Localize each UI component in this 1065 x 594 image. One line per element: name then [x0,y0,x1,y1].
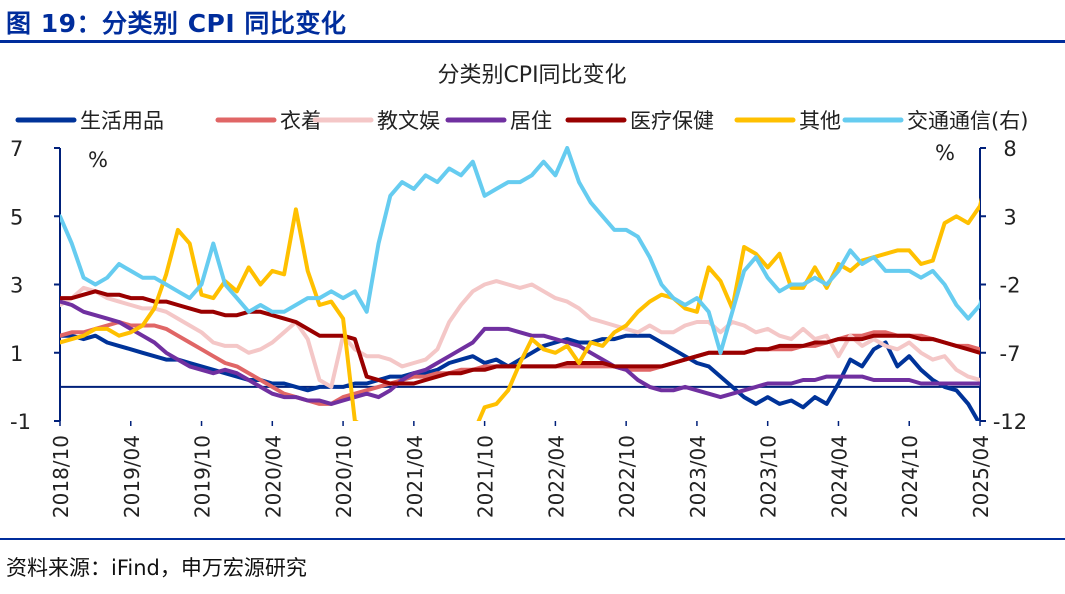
header-divider [0,40,1065,43]
right-unit-label: % [935,141,955,165]
left-tick-label: 3 [10,274,23,298]
right-tick-label: -12 [993,410,1027,434]
right-tick-label: -7 [1000,342,1021,366]
footer-divider [0,538,1065,540]
series-line-4 [60,299,980,406]
legend-label: 医疗保健 [630,109,714,133]
legend: 生活用品 衣着 教文娱 居住 医疗保健 其他 交通通信(右) [15,109,1028,133]
left-tick-label: 5 [10,205,23,229]
legend-label: 其他 [799,109,841,133]
x-tick-label: 2023/10 [757,435,781,518]
x-tick-label: 2024/10 [898,435,922,518]
x-tick-label: 2023/04 [686,435,710,518]
x-tick-label: 2021/10 [474,435,498,518]
right-tick-label: 8 [1003,137,1016,161]
series-line-6 [60,197,980,421]
left-tick-label: -1 [10,410,31,434]
chart-title: 分类别CPI同比变化 [437,63,626,88]
legend-label: 教文娱 [377,109,440,133]
plot-area: 7 5 3 1 -1 8 3 -2 -7 -12% % 2018/10 2019/04 2019/10 20… [10,137,1027,518]
x-tick-label: 2022/10 [615,435,639,518]
x-tick-label: 2024/04 [827,435,851,518]
x-tick-label: 2020/10 [332,435,356,518]
x-tick-label: 2022/04 [544,435,568,518]
legend-label: 交通通信(右) [907,109,1028,133]
chart: 分类别CPI同比变化 生活用品 衣着 教文娱 居住 医疗保健 其他 交通通信(右) 7531… [10,63,1028,518]
legend-label: 居住 [510,109,552,133]
series-line-7 [60,146,980,355]
x-tick-label: 2025/04 [969,435,993,518]
x-tick-label: 2020/04 [261,435,285,518]
source-note: 资料来源：iFind，申万宏源研究 [6,556,307,580]
legend-label: 生活用品 [80,109,164,133]
series-line-3 [60,279,980,389]
right-tick-label: 3 [1003,205,1016,229]
x-tick-label: 2019/10 [191,435,215,518]
figure-title: 图 19：分类别 CPI 同比变化 [6,9,347,38]
x-tick-label: 2021/04 [403,435,427,518]
x-tick-label: 2019/04 [120,435,144,518]
x-tick-label: 2018/10 [49,435,73,518]
left-tick-label: 7 [10,137,23,161]
left-tick-label: 1 [10,342,23,366]
series-line-5 [60,289,980,386]
right-tick-label: -2 [1000,274,1021,298]
left-unit-label: % [88,148,108,172]
